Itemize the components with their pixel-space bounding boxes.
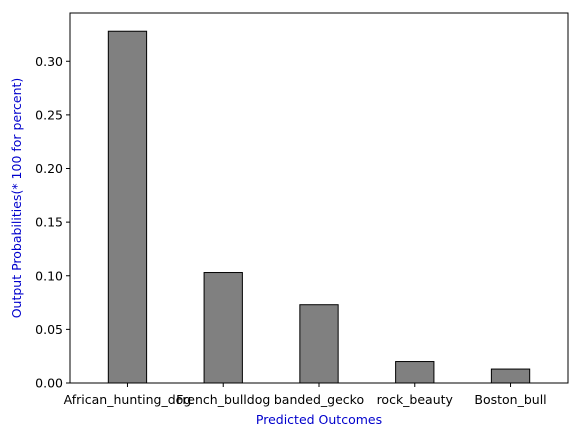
y-tick-label: 0.25	[35, 107, 63, 122]
x-tick-label: Boston_bull	[474, 392, 546, 407]
y-axis-ticks: 0.00 0.05 0.10 0.15 0.20 0.25 0.30	[35, 54, 70, 391]
x-tick-label: French_bulldog	[176, 392, 270, 407]
bar-African_hunting_dog	[108, 31, 146, 383]
y-tick-label: 0.10	[35, 268, 63, 283]
bar-banded_gecko	[300, 305, 338, 383]
bar-Boston_bull	[491, 369, 529, 383]
y-tick-label: 0.30	[35, 54, 63, 69]
x-tick-label: banded_gecko	[274, 392, 364, 407]
bars-group	[108, 31, 529, 383]
y-tick-label: 0.05	[35, 322, 63, 337]
x-tick-label: African_hunting_dog	[64, 392, 192, 407]
y-axis-label: Output Probabilities(* 100 for percent)	[9, 78, 24, 319]
x-axis-label: Predicted Outcomes	[256, 412, 382, 427]
y-tick-label: 0.00	[35, 376, 63, 391]
y-tick-label: 0.15	[35, 215, 63, 230]
y-tick-label: 0.20	[35, 161, 63, 176]
bar-French_bulldog	[204, 273, 242, 383]
bar-rock_beauty	[396, 362, 434, 383]
x-tick-label: rock_beauty	[377, 392, 454, 407]
